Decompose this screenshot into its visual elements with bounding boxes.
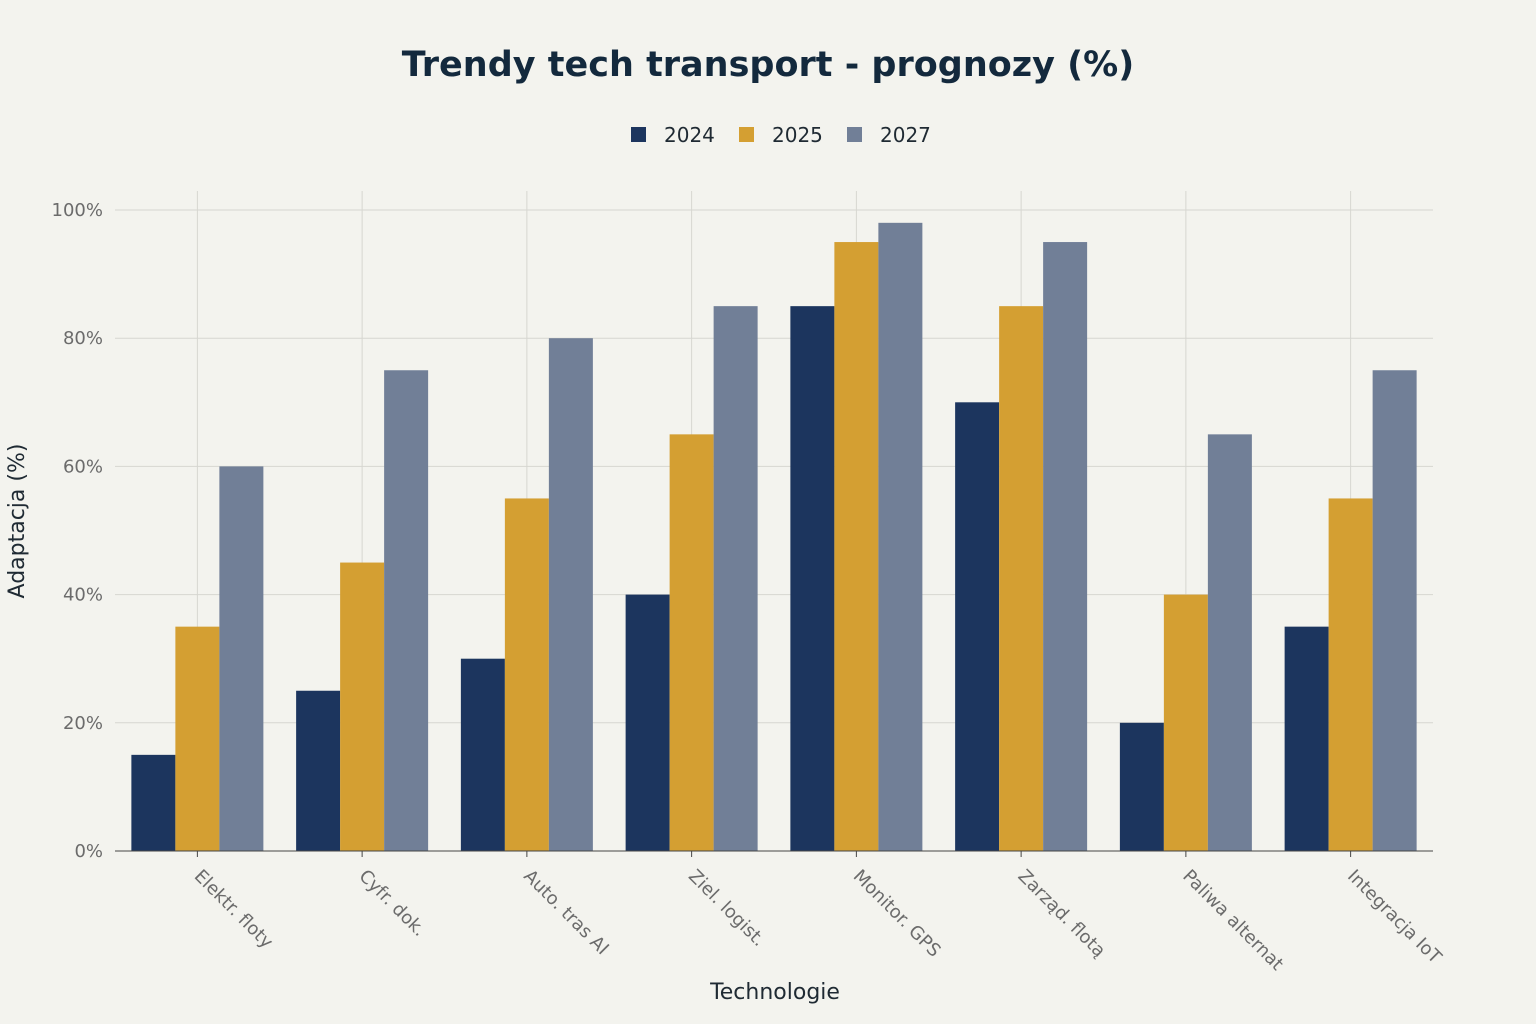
bar-zarzad-flota-2025 bbox=[999, 306, 1044, 851]
bar-elektr-floty-2027 bbox=[219, 466, 264, 851]
y-tick-label: 100% bbox=[52, 200, 103, 221]
legend-label: 2025 bbox=[772, 123, 823, 147]
x-tick-label: Cyfr. dok. bbox=[355, 866, 430, 941]
bar-auto-tras-ai-2024 bbox=[460, 658, 505, 851]
x-tick-label: Ziel. logist. bbox=[684, 866, 769, 951]
y-tick-label: 60% bbox=[63, 456, 103, 477]
legend-item-2024[interactable]: 2024 bbox=[631, 123, 715, 147]
bar-auto-tras-ai-2025 bbox=[504, 498, 549, 851]
bar-zarzad-flota-2024 bbox=[955, 402, 1000, 851]
bar-ziel-logist-2027 bbox=[713, 306, 758, 851]
bar-paliwa-alternat-2024 bbox=[1119, 722, 1164, 851]
legend-item-2025[interactable]: 2025 bbox=[739, 123, 823, 147]
bar-monitor-gps-2025 bbox=[834, 242, 879, 852]
legend-swatch bbox=[739, 127, 754, 142]
chart-title: Trendy tech transport - prognozy (%) bbox=[402, 45, 1134, 85]
x-tick-label: Paliwa alternat bbox=[1178, 866, 1287, 975]
legend-label: 2024 bbox=[664, 123, 715, 147]
y-tick-label: 80% bbox=[63, 328, 103, 349]
x-tick-label: Integracja IoT bbox=[1343, 866, 1446, 969]
y-tick-label: 0% bbox=[74, 841, 103, 862]
bar-cyfr-dok-2024 bbox=[296, 690, 341, 851]
legend-swatch bbox=[631, 127, 646, 142]
bar-paliwa-alternat-2025 bbox=[1163, 594, 1208, 851]
bar-cyfr-dok-2027 bbox=[384, 370, 429, 851]
y-tick-label: 40% bbox=[63, 585, 103, 606]
legend-label: 2027 bbox=[880, 123, 931, 147]
bar-elektr-floty-2024 bbox=[131, 754, 176, 851]
bar-integracja-iot-2024 bbox=[1284, 626, 1329, 851]
bar-auto-tras-ai-2027 bbox=[548, 338, 593, 851]
bar-zarzad-flota-2027 bbox=[1043, 242, 1088, 852]
bar-integracja-iot-2025 bbox=[1328, 498, 1373, 851]
bar-monitor-gps-2027 bbox=[878, 222, 923, 851]
bar-elektr-floty-2025 bbox=[175, 626, 220, 851]
bar-paliwa-alternat-2027 bbox=[1207, 434, 1252, 851]
bar-ziel-logist-2024 bbox=[625, 594, 670, 851]
x-axis-label: Technologie bbox=[709, 980, 840, 1005]
legend[interactable]: 2024 2025 2027 bbox=[631, 123, 931, 147]
bar-monitor-gps-2024 bbox=[790, 306, 835, 851]
x-tick-label: Zarząd. flotą bbox=[1014, 866, 1110, 962]
bar-ziel-logist-2025 bbox=[669, 434, 714, 851]
y-tick-label: 20% bbox=[63, 713, 103, 734]
bar-cyfr-dok-2025 bbox=[340, 562, 385, 851]
y-axis-label: Adaptacja (%) bbox=[5, 444, 30, 599]
x-tick-label: Auto. tras AI bbox=[519, 866, 612, 959]
bar-integracja-iot-2027 bbox=[1372, 370, 1417, 851]
x-tick-label: Monitor. GPS bbox=[849, 866, 945, 962]
bars bbox=[131, 222, 1417, 852]
x-tick-label: Elektr. floty bbox=[190, 866, 277, 953]
legend-item-2027[interactable]: 2027 bbox=[847, 123, 931, 147]
legend-swatch bbox=[847, 127, 862, 142]
